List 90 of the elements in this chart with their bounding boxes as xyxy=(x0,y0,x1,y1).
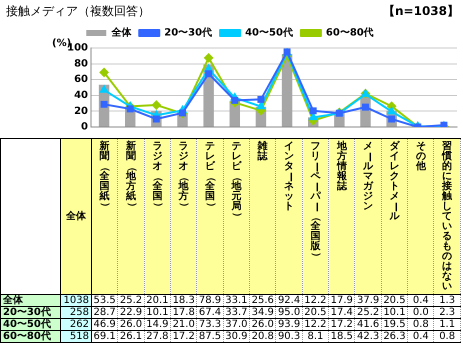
data-label: 78.9 xyxy=(196,294,224,306)
text: 262 xyxy=(60,318,92,330)
text: 258 xyxy=(60,306,92,318)
data-label: 25.6 xyxy=(250,294,276,306)
text: 全体 xyxy=(3,295,23,306)
text: 20〜30代 xyxy=(3,307,51,318)
data-label: 33.7 xyxy=(223,306,250,318)
data-label: 87.5 xyxy=(196,330,224,342)
legend-label: 全体 xyxy=(110,26,132,39)
x-tick-label: その他 xyxy=(415,141,426,172)
data-label: 20.5 xyxy=(381,294,408,306)
data-label: 25.2 xyxy=(118,294,144,306)
legend-label: 20〜30代 xyxy=(164,26,212,39)
data-label: 19.5 xyxy=(381,318,408,330)
data-label: 69.1 xyxy=(92,330,118,342)
data-label: 14.9 xyxy=(144,318,171,330)
data-label: 53.5 xyxy=(92,294,118,306)
data-label: 0.8 xyxy=(434,330,460,342)
data-label: 73.3 xyxy=(196,318,224,330)
data-label: 1.3 xyxy=(434,294,460,306)
data-label: 10.1 xyxy=(144,306,171,318)
data-label: 37.9 xyxy=(354,294,382,306)
text: 40〜50代 xyxy=(3,319,51,330)
data-label: 1.1 xyxy=(434,318,460,330)
data-label: 25.2 xyxy=(354,306,382,318)
text: 518 xyxy=(60,330,92,342)
text: 1038 xyxy=(60,294,92,306)
text: 全体 xyxy=(60,138,92,294)
data-label: 22.9 xyxy=(118,306,144,318)
data-label: 46.9 xyxy=(92,318,118,330)
data-label: 34.9 xyxy=(250,306,276,318)
data-label: 93.9 xyxy=(276,318,302,330)
y-tick-label: 20 xyxy=(74,106,88,117)
data-label: 2.3 xyxy=(434,306,460,318)
data-label: 28.7 xyxy=(92,306,118,318)
data-label: 17.2 xyxy=(170,330,197,342)
data-label: 90.3 xyxy=(276,330,302,342)
legend-label: 60〜80代 xyxy=(326,26,374,39)
x-tick-label: テレビ（地元局） xyxy=(230,141,242,222)
x-tick-label: 雑誌 xyxy=(257,141,268,162)
y-tick-label: 0 xyxy=(81,122,88,133)
x-tick-label: 新聞（全国紙） xyxy=(99,141,111,212)
data-label: 20.5 xyxy=(302,306,329,318)
x-tick-label: 地方情報誌 xyxy=(336,141,348,192)
data-label: 27.8 xyxy=(144,330,171,342)
data-label: 95.0 xyxy=(276,306,302,318)
y-tick-label: 60 xyxy=(74,74,88,86)
data-label: 30.9 xyxy=(223,330,250,342)
data-label: 26.0 xyxy=(118,318,144,330)
data-label: 18.5 xyxy=(328,330,355,342)
x-tick-label: メールマガジン xyxy=(362,141,374,212)
data-label: 17.2 xyxy=(328,318,355,330)
x-tick-label: 新聞（地方紙） xyxy=(126,141,138,212)
text: 60〜80代 xyxy=(3,331,51,342)
x-tick-label: ラジオ（地方） xyxy=(178,141,190,212)
y-tick-label: 40 xyxy=(74,90,88,101)
x-tick-label: インターネット xyxy=(284,141,296,212)
data-label: 21.0 xyxy=(170,318,197,330)
legend-label: 40〜50代 xyxy=(245,26,293,39)
data-label: 18.3 xyxy=(170,294,197,306)
data-label: 12.2 xyxy=(302,294,329,306)
data-label: 26.0 xyxy=(250,318,276,330)
data-label: 42.3 xyxy=(354,330,382,342)
data-label: 10.1 xyxy=(381,306,408,318)
data-label: 12.2 xyxy=(302,318,329,330)
data-label: 41.6 xyxy=(354,318,382,330)
data-label: 17.9 xyxy=(328,294,355,306)
chart-title: 接触メディア（複数回答） xyxy=(6,3,150,20)
data-label: 67.4 xyxy=(196,306,224,318)
data-label: 0.4 xyxy=(408,330,434,342)
data-label: 92.4 xyxy=(276,294,302,306)
category-label: フリーペーパー（全国版） xyxy=(310,141,322,262)
data-label: 0.8 xyxy=(408,318,434,330)
data-label: 0.4 xyxy=(408,294,434,306)
data-label: 17.4 xyxy=(328,306,355,318)
text: 【n=1038】 xyxy=(383,3,459,20)
data-label: 20.1 xyxy=(144,294,171,306)
data-label: 17.8 xyxy=(170,306,197,318)
data-label: 8.1 xyxy=(302,330,329,342)
x-tick-label: ラジオ（全国） xyxy=(152,141,164,212)
data-label: 33.1 xyxy=(223,294,250,306)
data-label: 0.0 xyxy=(408,306,434,318)
data-label: 26.3 xyxy=(381,330,408,342)
x-tick-label: ダイレクトメール xyxy=(388,141,400,222)
data-label: 26.1 xyxy=(118,330,144,342)
data-label: 37.0 xyxy=(223,318,250,330)
data-label: 20.8 xyxy=(250,330,276,342)
y-tick-label: 80 xyxy=(74,58,88,70)
x-tick-label: テレビ（全国） xyxy=(204,141,216,212)
category-label: 習慣的に接触しているものはない xyxy=(442,141,452,292)
